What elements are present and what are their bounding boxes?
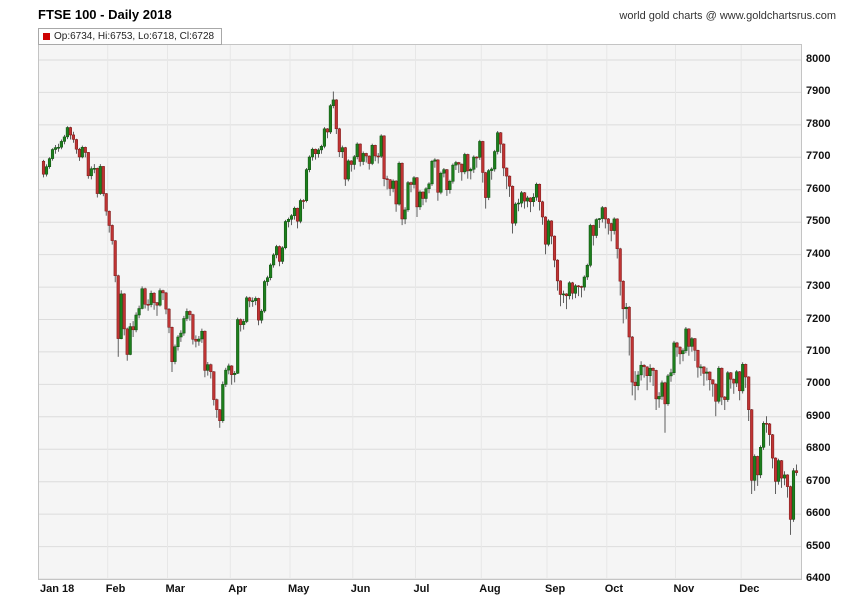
x-tick-label: Sep (544, 583, 566, 595)
y-tick-label: 6400 (806, 572, 831, 584)
x-tick-label: Jun (350, 583, 371, 595)
y-tick-label: 7000 (806, 377, 831, 390)
source-credit: world gold charts @ www.goldchartsrus.co… (619, 10, 836, 22)
y-tick-label: 7300 (806, 280, 831, 293)
y-tick-label: 7900 (806, 85, 831, 98)
y-tick-label: 7700 (806, 150, 831, 163)
y-tick-label: 7400 (806, 247, 831, 260)
y-tick-label: 8000 (806, 53, 831, 65)
y-tick-label: 7200 (806, 312, 831, 325)
x-tick-label: Mar (165, 583, 186, 595)
y-tick-label: 7500 (806, 215, 831, 228)
candlestick-chart (39, 45, 801, 580)
y-tick-label: 6600 (806, 507, 831, 520)
x-tick-label: Apr (228, 583, 248, 595)
legend-swatch-icon (43, 33, 50, 40)
y-tick-label: 6900 (806, 409, 831, 422)
x-tick-label: Feb (105, 583, 126, 595)
y-tick-label: 6500 (806, 539, 831, 552)
y-tick-label: 7800 (806, 117, 831, 130)
plot-area (38, 44, 802, 580)
x-tick-label: Nov (673, 583, 695, 595)
y-tick-label: 6800 (806, 442, 831, 455)
x-tick-label: Jan 18 (40, 583, 75, 595)
y-tick-label: 6700 (806, 474, 831, 487)
y-tick-label: 7100 (806, 344, 831, 357)
chart-title: FTSE 100 - Daily 2018 (38, 7, 172, 22)
x-tick-label: Oct (604, 583, 624, 595)
x-tick-label: Aug (479, 583, 501, 595)
x-tick-label: Dec (739, 583, 760, 595)
x-tick-label: May (288, 583, 310, 595)
x-tick-label: Jul (413, 583, 430, 595)
y-tick-label: 7600 (806, 182, 831, 195)
ohlc-legend: Op:6734, Hi:6753, Lo:6718, Cl:6728 (38, 28, 223, 45)
ohlc-legend-text: Op:6734, Hi:6753, Lo:6718, Cl:6728 (54, 31, 215, 42)
